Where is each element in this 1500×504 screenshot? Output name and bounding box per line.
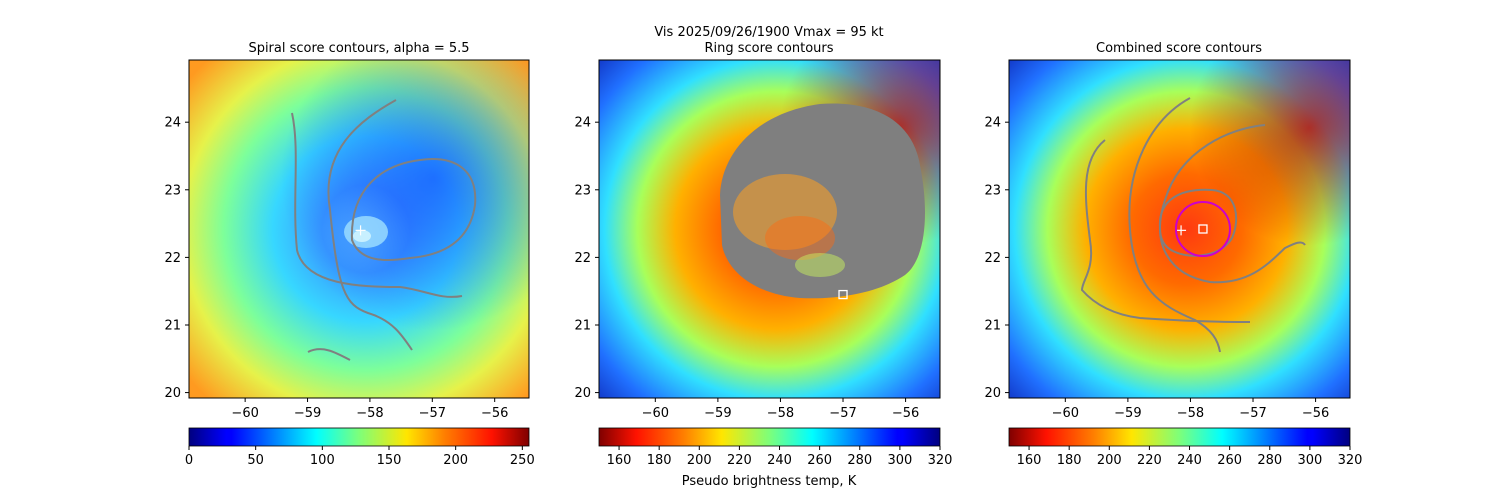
y-tick-label: 23: [984, 183, 1001, 198]
panel-spiral: Spiral score contours, alpha = 5.5 −60 −5…: [164, 41, 534, 468]
x-tick-label: −58: [1177, 406, 1204, 421]
plus-marker: [1176, 225, 1187, 236]
x-tick-label: −57: [1239, 406, 1266, 421]
colorbar: [598, 427, 941, 447]
colorbar-tick-label: 200: [443, 453, 468, 468]
panel-ring: Ring score contours −60 −59 −58 −57 −56 20 21 2…: [574, 41, 952, 489]
imagery: [189, 60, 529, 398]
x-tick-label: −56: [1302, 406, 1329, 421]
x-tick-label: −59: [704, 406, 731, 421]
x-tick-label: −60: [1052, 406, 1079, 421]
colorbar-tick-label: 150: [377, 453, 402, 468]
y-tick-label: 23: [574, 183, 591, 198]
axis-ticks: −60 −59 −58 −57 −56 20 21 22 23 24: [984, 116, 1329, 421]
imagery: [599, 60, 940, 398]
panel-title: Ring score contours: [704, 41, 833, 56]
y-tick-label: 24: [984, 116, 1001, 131]
colorbar-tick-label: 280: [1257, 453, 1282, 468]
marker-layer: [1174, 201, 1231, 257]
y-tick-label: 22: [984, 251, 1001, 266]
y-tick-label: 20: [574, 386, 591, 401]
colorbar-tick-label: 220: [727, 453, 752, 468]
circle-marker: [1174, 201, 1231, 257]
x-tick-label: −58: [767, 406, 794, 421]
colorbar-tick-label: 160: [1017, 453, 1042, 468]
y-tick-label: 24: [574, 116, 591, 131]
y-tick-label: 20: [984, 386, 1001, 401]
plus-marker: [355, 225, 366, 236]
colorbar-ticks: 160 180 200 220 240 260 280 300 320: [607, 446, 953, 468]
colorbar-tick-label: 200: [687, 453, 712, 468]
colorbar-tick-label: 280: [847, 453, 872, 468]
colorbar-ticks: 0 50 100 150 200 250: [185, 446, 535, 468]
colorbar-ticks: 160 180 200 220 240 260 280 300 320: [1017, 446, 1363, 468]
panel-title: Spiral score contours, alpha = 5.5: [248, 41, 469, 56]
x-tick-label: −59: [294, 406, 321, 421]
x-tick-label: −57: [829, 406, 856, 421]
colorbar-tick-label: 200: [1097, 453, 1122, 468]
figure-suptitle: Vis 2025/09/26/1900 Vmax = 95 kt: [654, 25, 883, 40]
colorbar-tick-label: 260: [807, 453, 832, 468]
x-tick-label: −56: [481, 406, 508, 421]
y-tick-label: 20: [164, 386, 181, 401]
y-tick-label: 21: [574, 318, 591, 333]
colorbar-tick-label: 160: [607, 453, 632, 468]
y-tick-label: 23: [164, 183, 181, 198]
colorbar-tick-label: 240: [767, 453, 792, 468]
colorbar-tick-label: 250: [510, 453, 535, 468]
colorbar: [188, 427, 530, 447]
y-tick-label: 22: [164, 251, 181, 266]
panel-combined: Combined score contours −60 −59 −58 −57 −56 2…: [984, 41, 1362, 468]
marker-layer: [838, 289, 848, 300]
x-tick-label: −59: [1114, 406, 1141, 421]
square-marker: [838, 289, 848, 300]
colorbar-tick-label: 0: [185, 453, 193, 468]
colorbar: [1008, 427, 1351, 447]
colorbar-tick-label: 320: [1338, 453, 1363, 468]
axis-ticks: −60 −59 −58 −57 −56 20 21 22 23 24: [164, 116, 508, 421]
y-tick-label: 24: [164, 116, 181, 131]
marker-layer: [355, 225, 366, 236]
x-tick-label: −56: [892, 406, 919, 421]
colorbar-tick-label: 320: [928, 453, 953, 468]
square-marker: [1198, 224, 1208, 234]
colorbar-tick-label: 100: [310, 453, 335, 468]
colorbar-tick-label: 260: [1217, 453, 1242, 468]
colorbar-label: Pseudo brightness temp, K: [682, 474, 857, 489]
colorbar-tick-label: 220: [1137, 453, 1162, 468]
panel-title: Combined score contours: [1096, 41, 1262, 56]
x-tick-label: −58: [356, 406, 383, 421]
colorbar-tick-label: 300: [887, 453, 912, 468]
colorbar-tick-label: 240: [1177, 453, 1202, 468]
axis-ticks: −60 −59 −58 −57 −56 20 21 22 23 24: [574, 116, 919, 421]
x-tick-label: −60: [231, 406, 258, 421]
y-tick-label: 21: [984, 318, 1001, 333]
imagery: [1009, 60, 1350, 398]
colorbar-tick-label: 180: [647, 453, 672, 468]
x-tick-label: −60: [642, 406, 669, 421]
x-tick-label: −57: [419, 406, 446, 421]
y-tick-label: 22: [574, 251, 591, 266]
colorbar-tick-label: 300: [1297, 453, 1322, 468]
y-tick-label: 21: [164, 318, 181, 333]
colorbar-tick-label: 50: [247, 453, 264, 468]
colorbar-tick-label: 180: [1057, 453, 1082, 468]
